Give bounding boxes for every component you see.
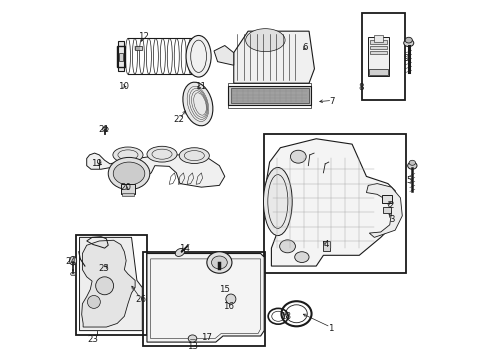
Text: 7: 7	[329, 96, 334, 105]
Text: 24: 24	[65, 257, 76, 266]
Bar	[383, 207, 390, 213]
Text: 10: 10	[118, 82, 128, 91]
Ellipse shape	[113, 162, 144, 185]
Bar	[369, 40, 386, 44]
Polygon shape	[86, 153, 224, 187]
Polygon shape	[147, 253, 264, 342]
Text: 2: 2	[387, 201, 393, 210]
Text: 9: 9	[403, 54, 408, 63]
Bar	[76, 234, 147, 335]
Ellipse shape	[263, 167, 292, 235]
Ellipse shape	[279, 240, 295, 253]
Ellipse shape	[69, 256, 77, 265]
Bar	[228, 83, 310, 108]
Text: 25: 25	[98, 265, 109, 274]
Text: 12: 12	[138, 32, 148, 41]
Bar	[228, 86, 310, 105]
Text: 20: 20	[120, 183, 131, 192]
Ellipse shape	[108, 157, 149, 190]
Text: 26: 26	[135, 294, 146, 303]
Bar	[368, 69, 387, 75]
Bar	[143, 252, 265, 346]
Ellipse shape	[102, 127, 108, 131]
Polygon shape	[81, 240, 135, 327]
Ellipse shape	[408, 160, 415, 165]
Ellipse shape	[188, 335, 196, 342]
Text: 8: 8	[358, 83, 364, 92]
Ellipse shape	[179, 148, 209, 163]
Bar	[135, 46, 142, 50]
Text: 6: 6	[302, 43, 307, 52]
Bar	[369, 51, 386, 54]
Polygon shape	[366, 184, 402, 237]
Bar	[119, 53, 122, 60]
Ellipse shape	[225, 294, 235, 304]
Bar	[362, 13, 405, 100]
Text: 19: 19	[91, 159, 102, 168]
Ellipse shape	[175, 248, 184, 256]
Ellipse shape	[206, 252, 231, 273]
Ellipse shape	[147, 146, 177, 162]
Polygon shape	[214, 45, 233, 65]
Bar	[122, 193, 134, 196]
Text: 16: 16	[223, 302, 233, 311]
Text: 22: 22	[173, 115, 184, 124]
Ellipse shape	[294, 252, 308, 262]
Ellipse shape	[245, 29, 285, 51]
Bar	[118, 41, 124, 71]
Bar	[373, 35, 382, 41]
Ellipse shape	[96, 277, 113, 295]
Text: 13: 13	[186, 342, 198, 351]
Text: 1: 1	[327, 324, 333, 333]
Ellipse shape	[403, 40, 413, 46]
Text: 21: 21	[98, 125, 109, 134]
Bar	[230, 88, 308, 103]
Bar	[121, 184, 135, 194]
Text: 18: 18	[279, 312, 290, 321]
Text: 5: 5	[406, 176, 411, 185]
Text: 11: 11	[195, 82, 206, 91]
Text: 3: 3	[389, 215, 394, 224]
Ellipse shape	[407, 162, 416, 169]
Ellipse shape	[290, 150, 305, 163]
Bar	[322, 241, 329, 251]
Polygon shape	[265, 139, 398, 266]
Text: 4: 4	[323, 240, 328, 249]
Text: 17: 17	[201, 333, 212, 342]
Ellipse shape	[70, 272, 76, 276]
Polygon shape	[233, 31, 314, 83]
Ellipse shape	[183, 82, 212, 126]
Text: 15: 15	[219, 285, 230, 294]
Bar	[117, 45, 125, 67]
Bar	[369, 45, 386, 49]
Polygon shape	[80, 237, 142, 330]
Text: 14: 14	[179, 244, 189, 253]
Ellipse shape	[405, 37, 411, 43]
Ellipse shape	[185, 36, 211, 77]
Ellipse shape	[113, 147, 142, 163]
Bar	[367, 37, 388, 76]
Ellipse shape	[87, 296, 100, 309]
Bar	[381, 195, 391, 203]
Bar	[264, 134, 405, 273]
Ellipse shape	[211, 256, 227, 269]
Text: 23: 23	[87, 335, 99, 344]
